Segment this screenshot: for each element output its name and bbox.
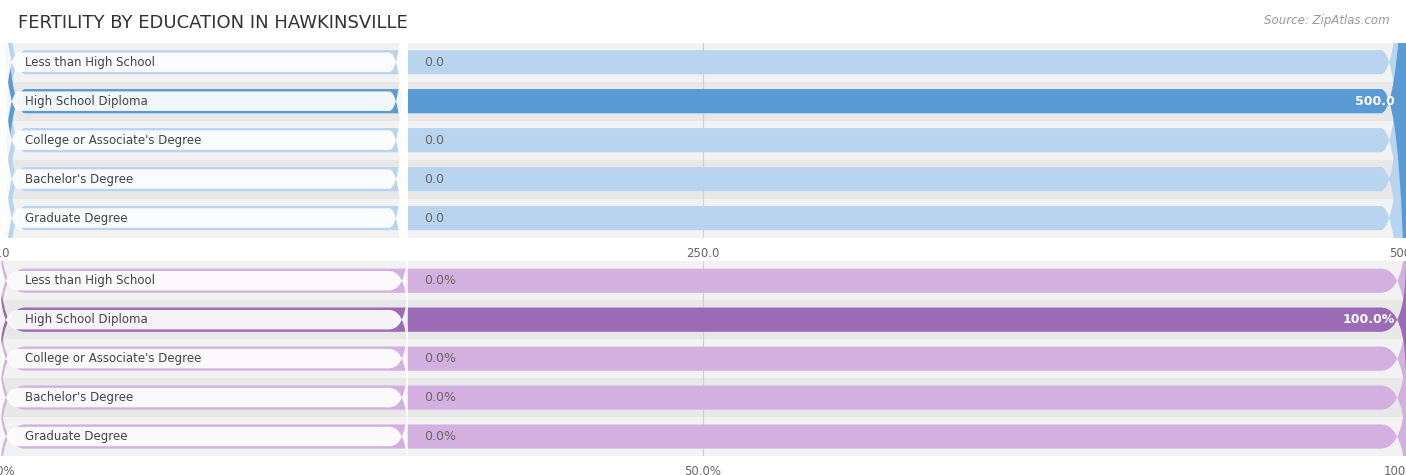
Bar xyxy=(0,300,1406,339)
FancyBboxPatch shape xyxy=(0,0,1406,401)
Text: Graduate Degree: Graduate Degree xyxy=(25,211,128,225)
Text: FERTILITY BY EDUCATION IN HAWKINSVILLE: FERTILITY BY EDUCATION IN HAWKINSVILLE xyxy=(18,14,408,32)
FancyBboxPatch shape xyxy=(0,379,1406,475)
Bar xyxy=(0,82,1406,121)
Text: 0.0: 0.0 xyxy=(425,211,444,225)
Bar xyxy=(0,417,1406,456)
FancyBboxPatch shape xyxy=(0,279,408,361)
Text: 500.0: 500.0 xyxy=(1355,95,1395,108)
Text: College or Associate's Degree: College or Associate's Degree xyxy=(25,133,201,147)
Bar xyxy=(0,121,1406,160)
FancyBboxPatch shape xyxy=(0,357,408,438)
Text: High School Diploma: High School Diploma xyxy=(25,313,148,326)
FancyBboxPatch shape xyxy=(0,301,1406,417)
FancyBboxPatch shape xyxy=(0,262,1406,378)
FancyBboxPatch shape xyxy=(0,0,408,422)
Bar xyxy=(0,339,1406,378)
FancyBboxPatch shape xyxy=(0,0,408,461)
Text: 0.0: 0.0 xyxy=(425,56,444,69)
FancyBboxPatch shape xyxy=(0,0,1406,440)
FancyBboxPatch shape xyxy=(0,223,1406,339)
Text: High School Diploma: High School Diploma xyxy=(25,95,148,108)
Text: Graduate Degree: Graduate Degree xyxy=(25,430,128,443)
Text: 0.0: 0.0 xyxy=(425,172,444,186)
Text: 100.0%: 100.0% xyxy=(1343,313,1395,326)
Bar xyxy=(0,160,1406,199)
Text: Source: ZipAtlas.com: Source: ZipAtlas.com xyxy=(1264,14,1389,27)
Text: College or Associate's Degree: College or Associate's Degree xyxy=(25,352,201,365)
Text: Less than High School: Less than High School xyxy=(25,56,155,69)
FancyBboxPatch shape xyxy=(0,396,408,475)
FancyBboxPatch shape xyxy=(0,262,1406,378)
Text: 0.0%: 0.0% xyxy=(425,430,457,443)
FancyBboxPatch shape xyxy=(0,0,408,383)
Bar xyxy=(0,378,1406,417)
Text: 0.0%: 0.0% xyxy=(425,352,457,365)
FancyBboxPatch shape xyxy=(0,340,1406,456)
Bar xyxy=(0,199,1406,238)
Bar xyxy=(0,43,1406,82)
Text: 0.0: 0.0 xyxy=(425,133,444,147)
FancyBboxPatch shape xyxy=(0,318,408,399)
FancyBboxPatch shape xyxy=(0,0,408,306)
Text: Less than High School: Less than High School xyxy=(25,274,155,287)
Text: 0.0%: 0.0% xyxy=(425,391,457,404)
FancyBboxPatch shape xyxy=(0,240,408,322)
Bar xyxy=(0,261,1406,300)
FancyBboxPatch shape xyxy=(0,0,408,344)
Text: 0.0%: 0.0% xyxy=(425,274,457,287)
Text: Bachelor's Degree: Bachelor's Degree xyxy=(25,172,134,186)
FancyBboxPatch shape xyxy=(0,0,1406,440)
Text: Bachelor's Degree: Bachelor's Degree xyxy=(25,391,134,404)
